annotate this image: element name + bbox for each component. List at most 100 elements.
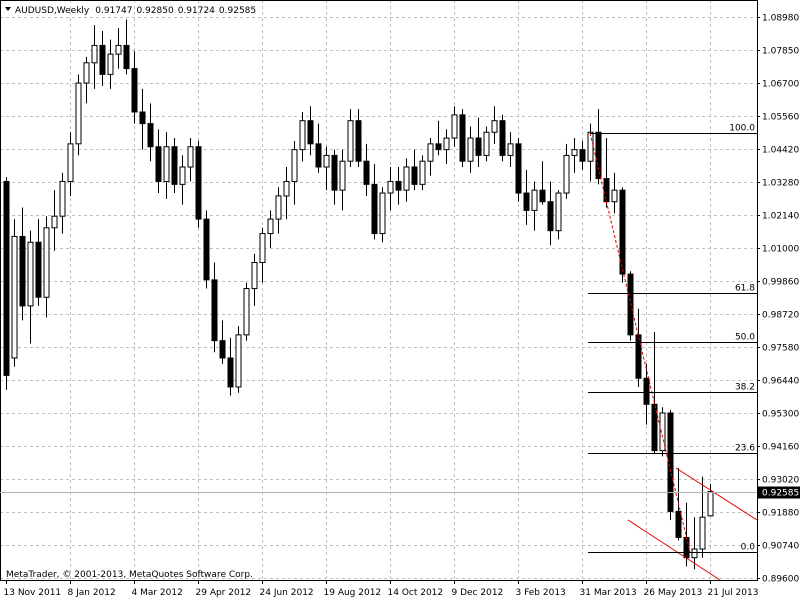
channel-line	[675, 467, 758, 521]
candle-body	[699, 516, 706, 550]
candle-body	[155, 146, 162, 182]
header-low: 0.91724	[178, 6, 215, 16]
candle-body	[179, 166, 186, 185]
candle-body	[555, 192, 562, 232]
marks	[3, 19, 714, 570]
candle-body	[227, 357, 234, 388]
candle-body	[467, 137, 474, 162]
y-tick-label: 1.04420	[762, 146, 799, 156]
candle-body	[163, 146, 170, 182]
y-tick-label: 1.01000	[762, 245, 799, 255]
y-tick-label: 0.97580	[762, 344, 799, 354]
x-tick-label: 29 Apr 2012	[196, 588, 252, 598]
channel-line	[627, 519, 721, 581]
candle-body	[531, 189, 538, 211]
candle-body	[259, 233, 266, 264]
candle-body	[315, 143, 322, 168]
candle-body	[571, 149, 578, 156]
x-tick-label: 3 Feb 2013	[516, 588, 566, 598]
candle-body	[195, 146, 202, 220]
menu-arrow[interactable]	[5, 7, 11, 11]
candle-body	[523, 192, 530, 211]
x-tick-label: 21 Jul 2013	[708, 588, 759, 598]
candle-body	[275, 195, 282, 220]
candle-body	[419, 160, 426, 185]
candle-body	[491, 120, 498, 133]
candle-body	[659, 412, 666, 452]
candle-body	[611, 189, 618, 203]
candle-body	[515, 143, 522, 194]
candle-body	[355, 120, 362, 162]
candle-body	[499, 120, 506, 156]
candle-body	[299, 120, 306, 151]
y-tick-label: 1.02140	[762, 212, 799, 222]
fib-level-label: 0.0	[741, 543, 756, 553]
candle-body	[171, 146, 178, 185]
header-close: 0.92585	[219, 6, 256, 16]
candle-body	[187, 146, 194, 168]
candle-body	[123, 44, 130, 70]
fib-level-label: 50.0	[735, 333, 755, 343]
copyright: MetaTrader, © 2001-2013, MetaQuotes Soft…	[6, 570, 253, 580]
y-tick-label: 0.90740	[762, 542, 799, 552]
fib-level-label: 23.6	[735, 444, 755, 454]
fib-level-label: 38.2	[735, 383, 755, 393]
candle-body	[75, 82, 82, 145]
candle-body	[459, 114, 466, 162]
x-tick-label: 8 Jan 2012	[68, 588, 116, 598]
candle-body	[547, 201, 554, 232]
candle-body	[131, 68, 138, 113]
candle-body	[411, 166, 418, 185]
candle-body	[451, 114, 458, 139]
plot-frame	[0, 0, 758, 581]
candle-body	[379, 192, 386, 235]
y-tick-label: 1.07850	[762, 47, 799, 57]
candle-body	[651, 403, 658, 452]
y-tick-label: 0.89600	[762, 575, 799, 585]
x-tick-label: 31 Mar 2013	[580, 588, 637, 598]
candle-body	[115, 44, 122, 55]
candle-body	[251, 262, 258, 290]
candle-body	[3, 180, 10, 376]
candle-body	[99, 44, 106, 75]
candle-body	[307, 120, 314, 145]
header-open: 0.91747	[95, 6, 132, 16]
symbol: AUDUSD,Weekly	[15, 6, 90, 16]
candle-body	[291, 149, 298, 182]
candle-body	[403, 166, 410, 191]
x-tick-label: 4 Mar 2012	[132, 588, 183, 598]
x-tick-label: 9 Dec 2012	[452, 588, 504, 598]
candle-body	[83, 62, 90, 84]
candle-body	[19, 235, 26, 307]
candle-body	[483, 131, 490, 156]
header-high: 0.92850	[136, 6, 173, 16]
candle-body	[331, 154, 338, 191]
candle-body	[363, 160, 370, 185]
candle-body	[43, 227, 50, 298]
candle-body	[675, 510, 682, 538]
candle-body	[283, 180, 290, 197]
candle-body	[67, 143, 74, 182]
candle-body	[603, 178, 610, 203]
candle-body	[323, 154, 330, 168]
candle-body	[387, 180, 394, 194]
candle-body	[243, 288, 250, 336]
y-tick-label: 1.05560	[762, 113, 799, 123]
candle-body	[443, 137, 450, 151]
candle-body	[635, 334, 642, 379]
candle-body	[27, 241, 34, 307]
candle-body	[371, 183, 378, 235]
y-tick-label: 0.94160	[762, 443, 799, 453]
y-tick-label: 0.98720	[762, 311, 799, 321]
candle-body	[139, 111, 146, 125]
y-tick-label: 0.91880	[762, 509, 799, 519]
y-tick-label: 1.06700	[762, 80, 799, 90]
candle-body	[267, 218, 274, 235]
candle-body	[691, 548, 698, 559]
fib-level-label: 100.0	[729, 124, 755, 134]
header: AUDUSD,Weekly 0.91747 0.92850 0.91724 0.9258…	[15, 6, 256, 16]
y-tick-label: 0.96440	[762, 377, 799, 387]
candle-body	[579, 149, 586, 162]
candle-body	[11, 235, 18, 359]
